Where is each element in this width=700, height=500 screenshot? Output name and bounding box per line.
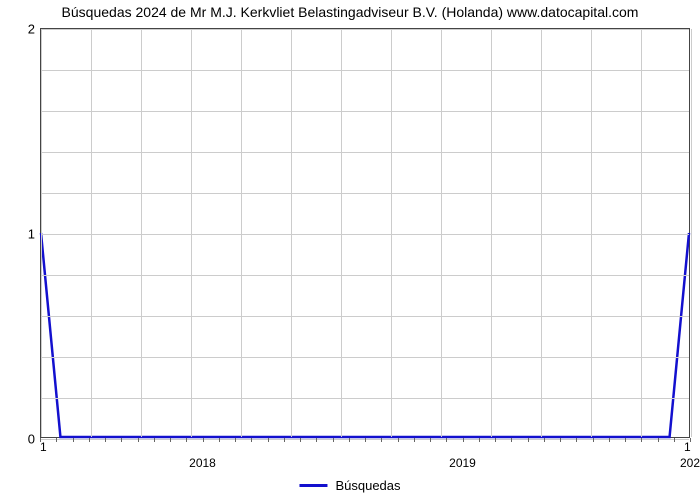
x-minor-tick [170, 438, 171, 442]
x-minor-tick [138, 438, 139, 442]
x-axis-year-label: 202 [680, 456, 700, 470]
chart-title: Búsquedas 2024 de Mr M.J. Kerkvliet Bela… [0, 4, 700, 20]
x-minor-tick [333, 438, 334, 442]
x-minor-tick [268, 438, 269, 442]
legend: Búsquedas [299, 478, 400, 493]
x-minor-tick [658, 438, 659, 442]
x-minor-tick [430, 438, 431, 442]
x-minor-tick [73, 438, 74, 442]
x-minor-tick [186, 438, 187, 442]
x-minor-tick [511, 438, 512, 442]
x-minor-tick [609, 438, 610, 442]
x-minor-tick [365, 438, 366, 442]
chart-container: 012 1120182019202 [40, 28, 690, 438]
x-minor-tick [593, 438, 594, 442]
x-minor-tick [690, 438, 691, 442]
x-minor-tick [544, 438, 545, 442]
x-minor-tick [414, 438, 415, 442]
x-minor-tick [674, 438, 675, 442]
x-minor-tick [300, 438, 301, 442]
legend-label: Búsquedas [335, 478, 400, 493]
y-tick-label: 0 [28, 432, 35, 447]
x-minor-tick [251, 438, 252, 442]
x-minor-tick [463, 438, 464, 442]
x-minor-tick [576, 438, 577, 442]
gridline-vertical [691, 29, 692, 437]
x-minor-tick [203, 438, 204, 442]
x-minor-tick [495, 438, 496, 442]
x-axis-year-label: 2019 [449, 456, 476, 470]
x-minor-tick [219, 438, 220, 442]
x-tick-label-end: 1 [684, 440, 691, 454]
x-minor-tick [56, 438, 57, 442]
x-minor-tick [284, 438, 285, 442]
x-minor-tick [446, 438, 447, 442]
x-minor-tick [625, 438, 626, 442]
x-minor-tick [105, 438, 106, 442]
x-minor-tick [528, 438, 529, 442]
x-minor-tick [154, 438, 155, 442]
x-minor-tick [349, 438, 350, 442]
x-minor-tick [479, 438, 480, 442]
legend-swatch [299, 484, 327, 487]
x-axis-year-label: 2018 [189, 456, 216, 470]
x-tick-label-start: 1 [40, 440, 47, 454]
x-minor-tick [121, 438, 122, 442]
x-minor-tick [641, 438, 642, 442]
y-tick-label: 1 [28, 227, 35, 242]
x-minor-tick [235, 438, 236, 442]
x-minor-tick [560, 438, 561, 442]
x-minor-tick [89, 438, 90, 442]
x-minor-tick [381, 438, 382, 442]
y-tick-label: 2 [28, 22, 35, 37]
x-minor-tick [316, 438, 317, 442]
x-minor-tick [40, 438, 41, 442]
x-minor-tick [398, 438, 399, 442]
